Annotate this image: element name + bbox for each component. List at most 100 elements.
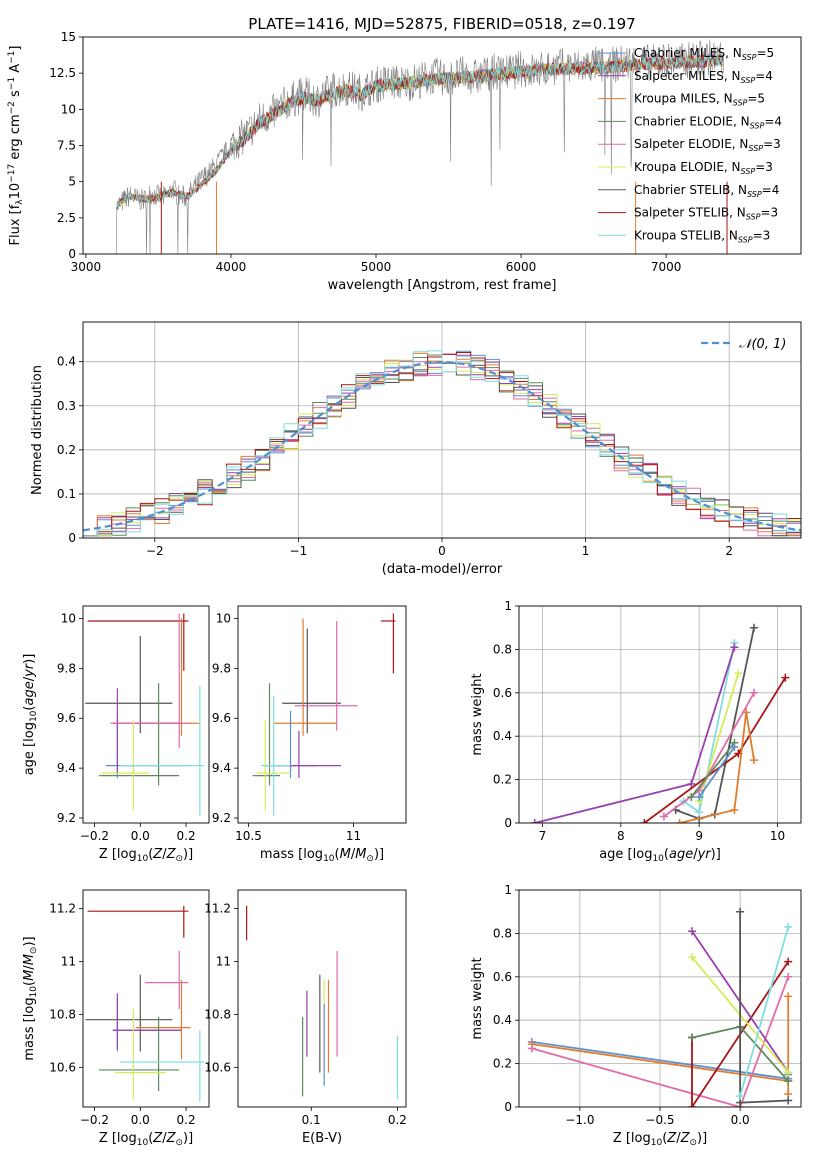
mass_vs_Z-ytick-label: 10.8 xyxy=(49,1007,76,1021)
mass_weight_vs_Z-ytick-label: 0.8 xyxy=(493,926,512,940)
spectrum-legend-label: Chabrier ELODIE, NSSP=4 xyxy=(634,114,782,130)
mass_vs_Z-point-salpeter_stelib xyxy=(87,905,189,938)
age_vs_Z-ylabel: age [log10(age/yr)] xyxy=(22,654,39,776)
spectrum-ytick-label: 15 xyxy=(61,30,76,44)
age_vs_mass-ytick-label: 9.8 xyxy=(212,661,231,675)
age_vs_mass-xtick-label: 11 xyxy=(346,829,361,843)
mass_weight_vs_age-line-chabrier_miles xyxy=(698,746,736,798)
mass_weight_vs_Z-frame xyxy=(518,889,802,1108)
mass_weight_vs_age-marker xyxy=(659,812,668,821)
mass_vs_Z-ylabel: mass [log10(M/M⊙)] xyxy=(22,936,39,1060)
mass_weight_vs_age-ytick-label: 1 xyxy=(504,599,512,613)
mass_vs_Z-plot xyxy=(85,905,205,1102)
mass_weight_vs_age-marker xyxy=(530,819,539,823)
spectrum-xtick-label: 7000 xyxy=(651,260,682,274)
age_vs_Z-ytick-label: 9.4 xyxy=(57,761,76,775)
age_vs_mass-ytick-label: 9.4 xyxy=(212,761,231,775)
residuals-xtick-label: −1 xyxy=(290,544,308,558)
mass_weight_vs_Z-marker xyxy=(688,1033,697,1042)
residuals-ytick-label: 0.3 xyxy=(57,399,76,413)
age_vs_mass-ytick-label: 9.6 xyxy=(212,711,231,725)
mass_weight_vs_age-xtick-label: 10 xyxy=(770,829,785,843)
spectrum-legend-label: Salpeter STELIB, NSSP=3 xyxy=(634,206,778,222)
mass_weight_vs_Z-ytick-label: 0.4 xyxy=(493,1013,512,1027)
residuals-ytick-label: 0.2 xyxy=(57,443,76,457)
residuals-xtick-label: −2 xyxy=(146,544,164,558)
mass_weight_vs_Z-xtick-label: −0.5 xyxy=(645,1113,674,1127)
mass_vs_ebv-frame xyxy=(237,889,407,1108)
mass_weight_vs_Z-xtick-label: 0.0 xyxy=(731,1113,750,1127)
mass_weight_vs_age-ylabel: mass weight xyxy=(470,673,485,755)
mass_weight_vs_age-ytick-label: 0.4 xyxy=(493,729,512,743)
age_vs_Z-xtick-label: −0.2 xyxy=(80,829,109,843)
age_vs_mass-point-kroupa_miles xyxy=(273,618,337,736)
mass_vs_ebv-xtick-label: 0.2 xyxy=(388,1113,407,1127)
mass_weight_vs_age-ytick-label: 0.8 xyxy=(493,642,512,656)
mass_vs_Z-xtick-label: 0.0 xyxy=(131,1113,150,1127)
mass_weight_vs_age-marker xyxy=(730,643,739,652)
residuals-xlabel: (data-model)/error xyxy=(382,562,503,577)
spectrum-legend-label: Kroupa ELODIE, NSSP=3 xyxy=(634,160,773,176)
spectrum-model-kroupa_stelib xyxy=(116,54,725,210)
mass_weight_vs_Z-line-salpeter_stelib xyxy=(691,961,789,1107)
mass_weight_vs_Z-ytick-label: 1 xyxy=(504,883,512,897)
mass_weight_vs_age-ytick-label: 0.2 xyxy=(493,773,512,787)
mass_weight_vs_Z-xtick-label: −1.0 xyxy=(565,1113,594,1127)
age_vs_mass-point-salpeter_elodie xyxy=(294,620,358,731)
residuals-gaussian-line xyxy=(83,360,801,532)
spectrum-legend-label: Kroupa MILES, NSSP=5 xyxy=(634,92,765,108)
spectrum-xtick-label: 6000 xyxy=(506,260,537,274)
residuals-ytick-label: 0.4 xyxy=(57,355,76,369)
age_vs_Z-ytick-label: 9.2 xyxy=(57,811,76,825)
age_vs_Z-plot xyxy=(85,613,205,816)
spectrum-axes: 3000 4000 5000 6000 7000 0 2.5 5 7.5 10 12.5 15 xyxy=(49,30,681,274)
mass_weight_vs_Z-marker xyxy=(736,907,745,916)
age_vs_Z-ytick-label: 10 xyxy=(61,611,76,625)
mass_vs_Z-ytick-label: 11.2 xyxy=(49,902,76,916)
age_vs_mass-ytick-label: 9.2 xyxy=(212,811,231,825)
spectrum-legend-label: Chabrier MILES, NSSP=5 xyxy=(634,46,774,62)
mass_vs_Z-ytick-label: 10.6 xyxy=(49,1060,76,1074)
mass_weight_vs_age-marker xyxy=(695,792,704,801)
mass_weight_vs_age-marker xyxy=(750,688,758,697)
mass_vs_ebv-ytick-label: 11 xyxy=(216,954,231,968)
residuals-xtick-label: 2 xyxy=(725,544,733,558)
mass_vs_ebv-plot xyxy=(246,905,398,1100)
age_vs_Z-point-kroupa_stelib xyxy=(119,685,205,816)
mass_weight_vs_age-marker xyxy=(695,808,704,817)
spectrum-legend: Chabrier MILES, NSSP=5 Salpeter MILES, NS… xyxy=(598,46,782,244)
spectrum-ylabel: Flux [fλ10−17 erg cm−2 s−1 A−1] xyxy=(7,46,25,246)
mass_weight_vs_age-marker xyxy=(781,673,790,682)
spectrum-ytick-label: 2.5 xyxy=(57,211,76,225)
spectrum-xtick-label: 3000 xyxy=(71,260,102,274)
age_vs_mass-xtick-label: 10.5 xyxy=(235,829,262,843)
mass_vs_ebv-ytick-label: 10.8 xyxy=(204,1007,231,1021)
residuals-frame xyxy=(82,321,802,539)
mass_vs_Z-point-kroupa_miles xyxy=(135,979,191,1060)
mass_vs_ebv-ytick-label: 10.6 xyxy=(204,1060,231,1074)
age_vs_mass-ytick-label: 10 xyxy=(216,611,231,625)
spectrum-ytick-label: 5 xyxy=(68,175,76,189)
mass_vs_ebv-xtick-label: 0.1 xyxy=(302,1113,321,1127)
mass_vs_Z-frame xyxy=(82,889,210,1108)
mass_weight_vs_Z-marker xyxy=(688,953,697,962)
age_vs_mass-frame xyxy=(237,605,407,824)
mass_weight_vs_age-marker xyxy=(730,743,739,752)
mass_weight_vs_Z-marker xyxy=(784,972,793,981)
spectrum-legend-label: Chabrier STELIB, NSSP=4 xyxy=(634,183,779,199)
residuals-legend: 𝒩(0, 1) xyxy=(701,337,786,352)
mass_vs_Z-point-kroupa_elodie xyxy=(115,1009,166,1100)
spectrum-ytick-label: 0 xyxy=(68,247,76,261)
residuals-xtick-label: 1 xyxy=(582,544,590,558)
spectrum-xlabel: wavelength [Angstrom, rest frame] xyxy=(328,278,557,293)
mass_weight_vs_age-marker xyxy=(734,669,743,678)
mass_vs_Z-xtick-label: −0.2 xyxy=(80,1113,109,1127)
age_vs_mass-point-chabrier_stelib xyxy=(282,628,341,734)
age_vs_mass-xlabel: mass [log10(M/M⊙)] xyxy=(260,847,384,864)
mass_vs_ebv-ytick-label: 11.2 xyxy=(204,902,231,916)
spectrum-xtick-label: 4000 xyxy=(216,260,247,274)
age_vs_Z-xtick-label: 0.0 xyxy=(131,829,150,843)
spectrum-plot xyxy=(116,39,728,254)
mass_weight_vs_age-marker xyxy=(730,805,739,814)
